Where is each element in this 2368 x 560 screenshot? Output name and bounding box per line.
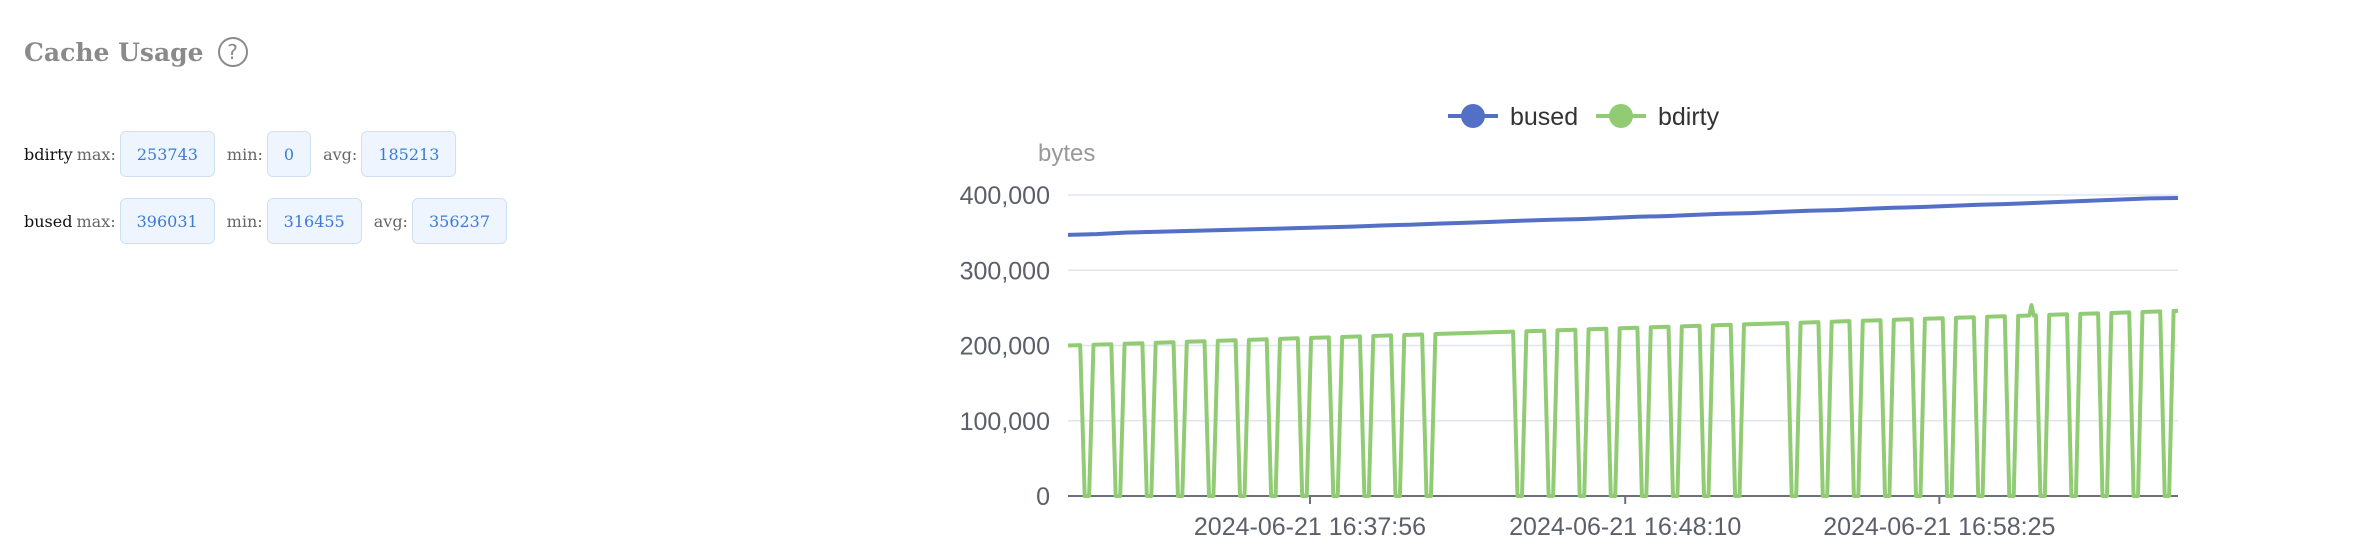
- stat-avg-value: 356237: [411, 198, 508, 244]
- stat-avg-value: 185213: [361, 131, 457, 177]
- y-axis-label: bytes: [1038, 140, 1095, 167]
- legend-marker: [1609, 104, 1633, 128]
- stat-min-label: min:: [226, 144, 263, 164]
- series-line-bdirty: [1067, 303, 2179, 498]
- panel-title: Cache Usage: [24, 37, 204, 67]
- stat-min-value: 316455: [266, 198, 362, 244]
- y-tick-label: 100,000: [960, 408, 1050, 436]
- legend-item-bused[interactable]: bused: [1448, 103, 1578, 131]
- stat-max-label: max:: [76, 144, 116, 164]
- stat-max-value: 253743: [119, 131, 215, 177]
- stat-row-bdirty: bdirty max: 253743 min: 0 avg: 185213: [24, 130, 468, 178]
- series-line-bused: [1067, 196, 2179, 237]
- legend-label: bdirty: [1658, 103, 1720, 131]
- stat-min-value: 0: [266, 131, 312, 177]
- grid-lines: [1068, 194, 2178, 422]
- y-tick-label: 400,000: [960, 182, 1050, 210]
- legend-marker: [1461, 104, 1485, 128]
- legend-item-bdirty[interactable]: bdirty: [1596, 103, 1720, 131]
- chart-series: [1067, 196, 2179, 498]
- y-tick-label: 200,000: [960, 333, 1050, 361]
- x-tick-label: 2024-06-21 16:37:56: [1194, 513, 1426, 541]
- y-tick-label: 0: [1036, 483, 1050, 511]
- stat-row-bused: bused max: 396031 min: 316455 avg: 35623…: [24, 197, 519, 245]
- x-axis: 2024-06-21 16:37:56 2024-06-21 16:48:10 20…: [1068, 495, 2178, 541]
- stat-name: bdirty: [24, 144, 73, 164]
- stat-min-label: min:: [226, 211, 263, 231]
- legend-label: bused: [1510, 103, 1578, 131]
- stat-avg-label: avg:: [323, 144, 358, 164]
- chart-legend[interactable]: bused bdirty: [1448, 103, 1720, 131]
- panel-header: Cache Usage ?: [24, 30, 248, 74]
- x-tick-label: 2024-06-21 16:48:10: [1509, 513, 1741, 541]
- y-tick-label: 300,000: [960, 257, 1050, 285]
- stat-name: bused: [24, 211, 73, 231]
- stat-avg-label: avg:: [373, 211, 408, 231]
- y-axis-ticks: 0 100,000 200,000 300,000 400,000: [960, 182, 1050, 511]
- x-tick-label: 2024-06-21 16:58:25: [1823, 513, 2055, 541]
- stat-max-value: 396031: [119, 198, 215, 244]
- question-circle-icon[interactable]: ?: [217, 37, 248, 67]
- stat-max-label: max:: [76, 211, 116, 231]
